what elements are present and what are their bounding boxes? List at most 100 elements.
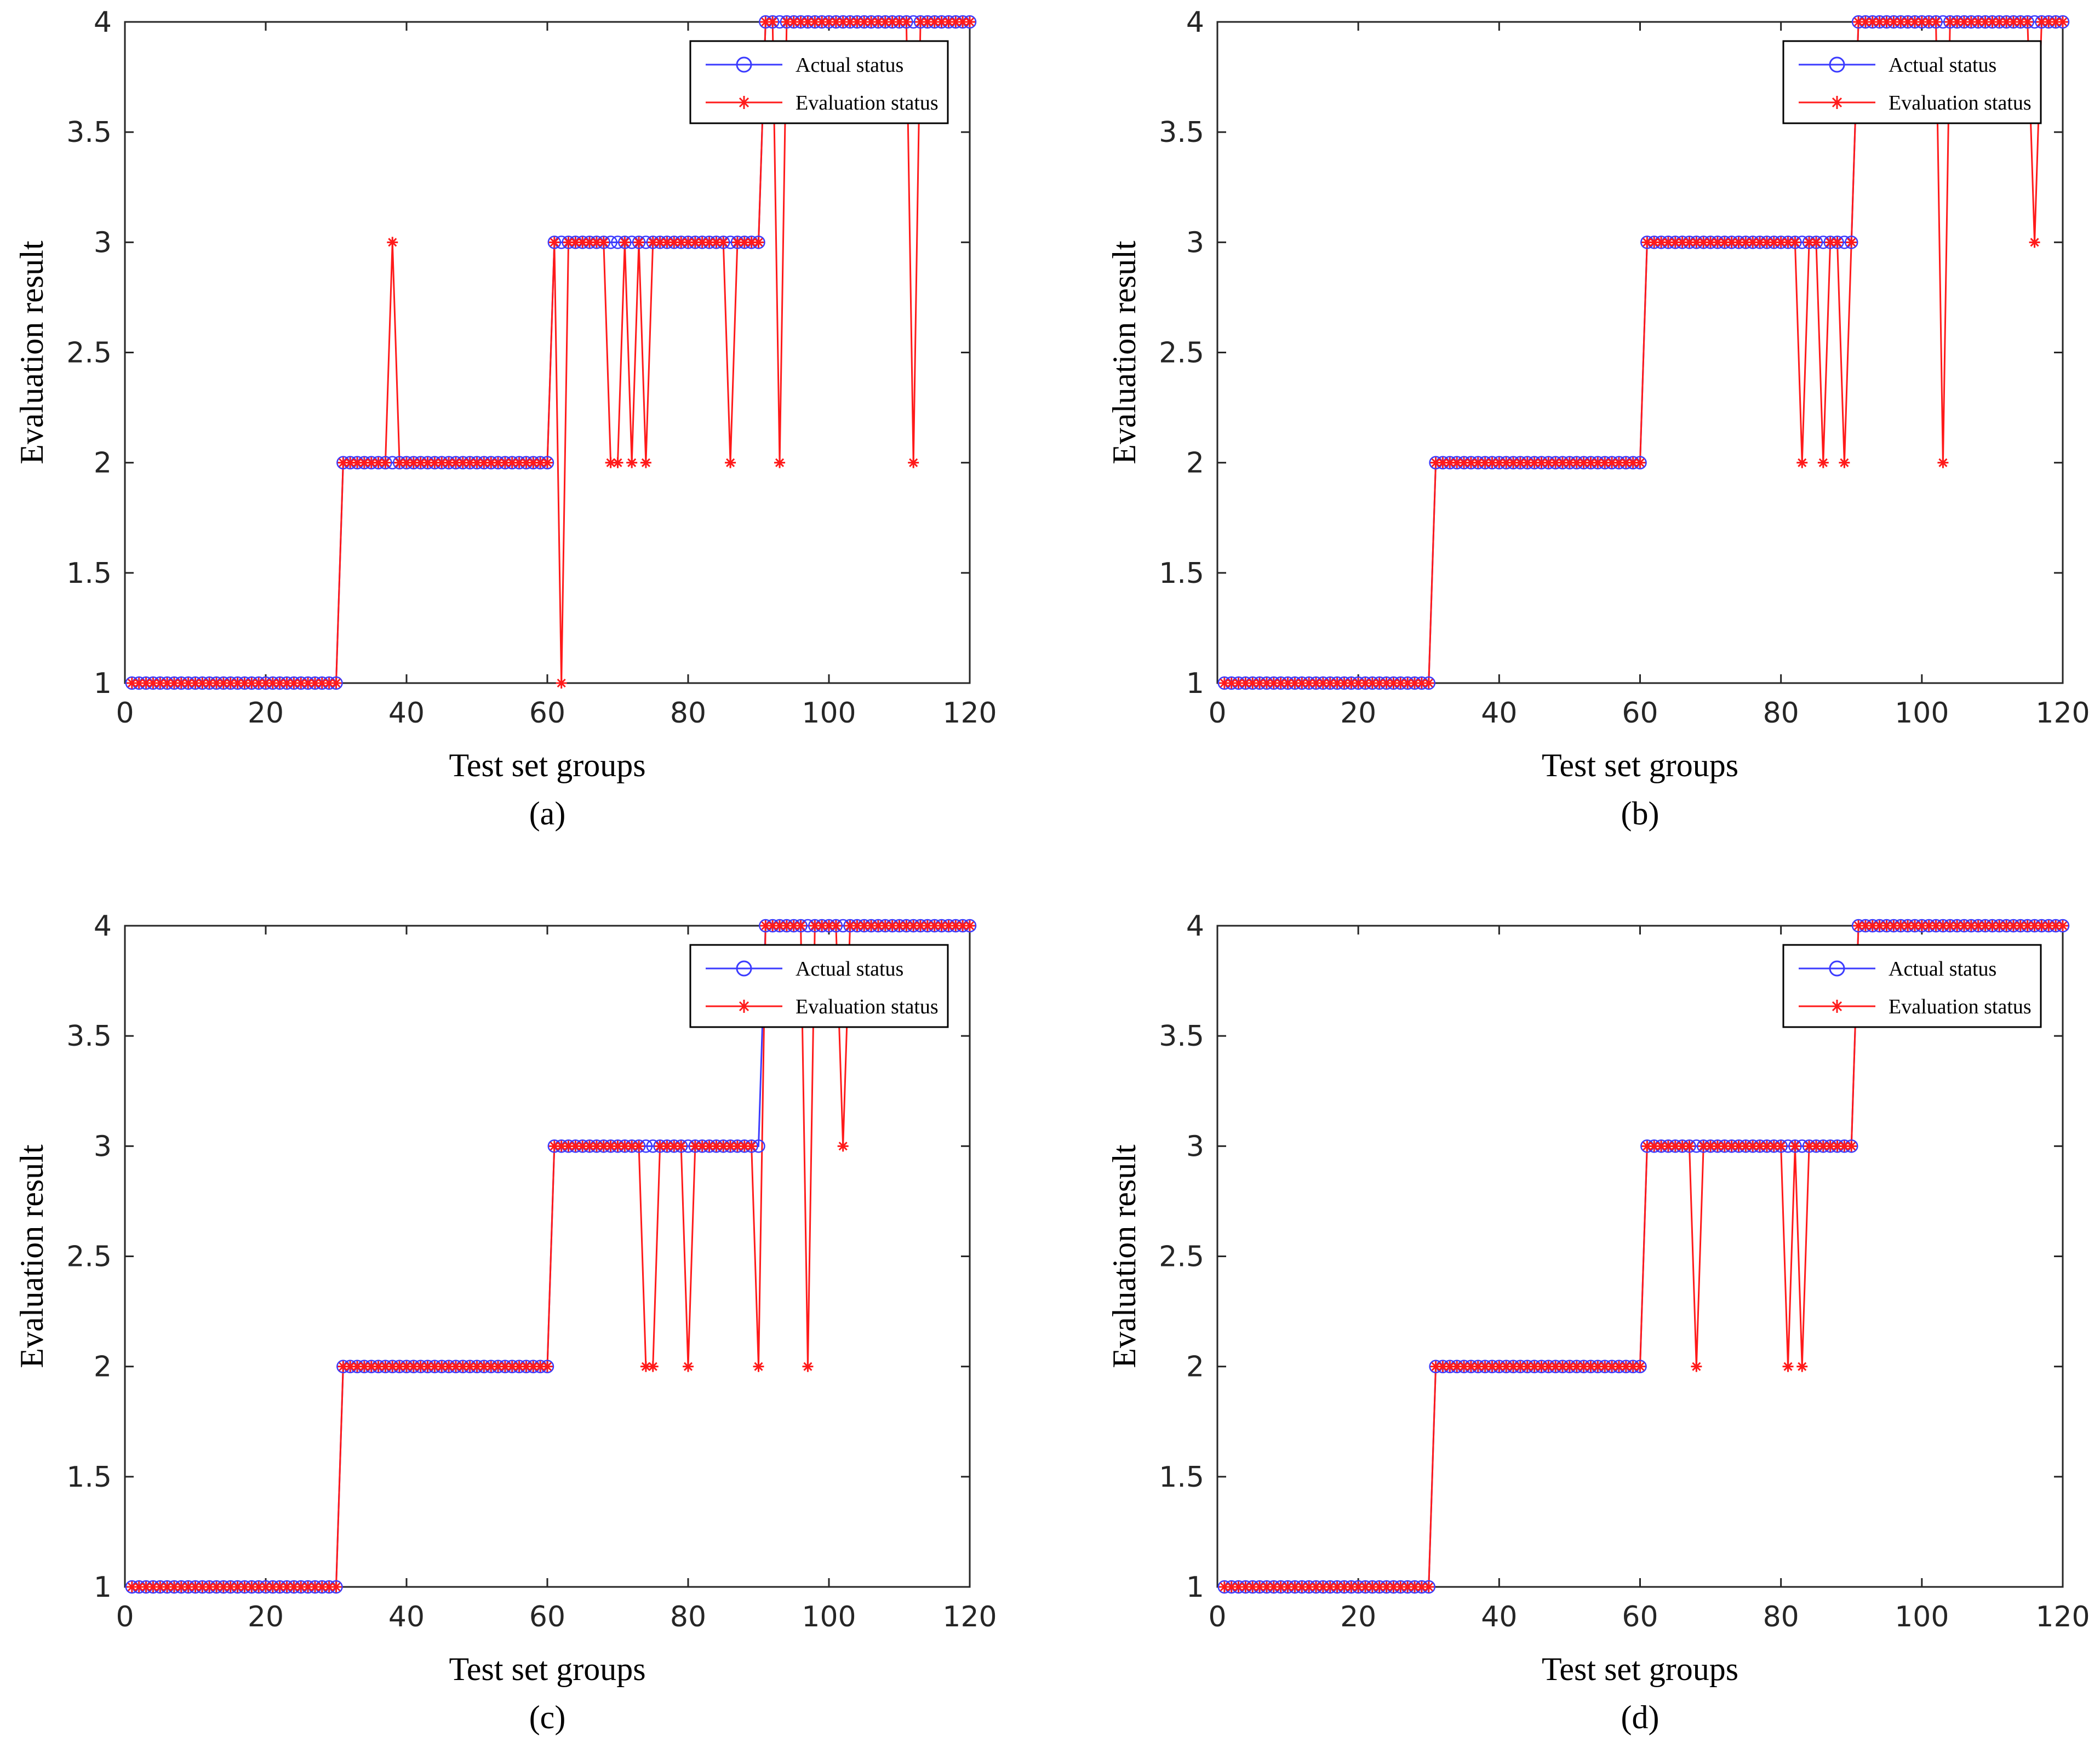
- legend-label-evaluation-status: Evaluation status: [1889, 995, 2032, 1018]
- point-evaluation-status: [1804, 237, 1815, 248]
- x-tick-label: 0: [116, 697, 134, 730]
- point-evaluation-status: [1233, 678, 1244, 689]
- point-evaluation-status: [964, 16, 975, 27]
- point-evaluation-status: [788, 920, 799, 931]
- point-evaluation-status: [429, 457, 440, 468]
- point-evaluation-status: [746, 237, 757, 248]
- point-evaluation-status: [901, 920, 912, 931]
- point-evaluation-status: [1979, 16, 1991, 27]
- point-evaluation-status: [1916, 16, 1927, 27]
- point-evaluation-status: [746, 1140, 757, 1152]
- point-evaluation-status: [1676, 1140, 1688, 1152]
- point-evaluation-status: [598, 237, 609, 248]
- point-evaluation-status: [1592, 1361, 1604, 1372]
- point-evaluation-status: [182, 1581, 194, 1592]
- point-evaluation-status: [197, 1581, 208, 1592]
- chart-panel-c: 0 20 40 60 80 100 120 1 1.5 2 2.5 3 3.5 4 Test set gro…: [14, 910, 997, 1735]
- point-evaluation-status: [1768, 1140, 1779, 1152]
- point-evaluation-status: [1902, 16, 1914, 27]
- point-evaluation-status: [1472, 457, 1484, 468]
- point-evaluation-status: [1402, 678, 1414, 689]
- point-evaluation-status: [894, 920, 905, 931]
- point-evaluation-status: [450, 457, 461, 468]
- point-evaluation-status: [330, 678, 342, 689]
- legend-label-actual-status: Actual status: [1889, 54, 1996, 77]
- point-evaluation-status: [218, 1581, 229, 1592]
- point-evaluation-status: [394, 457, 405, 468]
- point-evaluation-status: [1494, 457, 1505, 468]
- x-tick-label: 0: [1208, 697, 1226, 730]
- point-evaluation-status: [1846, 237, 1857, 248]
- point-evaluation-status: [520, 457, 532, 468]
- y-tick-label: 3.5: [1159, 1020, 1204, 1053]
- point-evaluation-status: [2043, 16, 2055, 27]
- point-evaluation-status: [401, 457, 412, 468]
- point-evaluation-status: [1641, 1140, 1653, 1152]
- point-evaluation-status: [365, 457, 377, 468]
- point-evaluation-status: [950, 16, 962, 27]
- point-evaluation-status: [936, 16, 947, 27]
- point-evaluation-status: [1536, 457, 1547, 468]
- y-tick-label: 1.5: [1159, 557, 1204, 590]
- y-tick-label: 2: [1186, 1351, 1204, 1384]
- point-evaluation-status: [753, 237, 764, 248]
- point-evaluation-status: [1599, 1361, 1611, 1372]
- y-tick-label: 3: [1186, 226, 1204, 259]
- point-evaluation-status: [281, 1581, 293, 1592]
- point-evaluation-status: [1578, 1361, 1589, 1372]
- point-evaluation-status: [542, 1361, 553, 1372]
- legend-box: [689, 40, 949, 124]
- point-evaluation-status: [1641, 237, 1653, 248]
- x-tick-label: 120: [942, 697, 997, 730]
- point-evaluation-status: [309, 678, 321, 689]
- point-evaluation-status: [1311, 678, 1322, 689]
- panel-caption: (a): [529, 795, 566, 832]
- point-evaluation-status: [1796, 457, 1808, 468]
- point-evaluation-status: [1867, 16, 1878, 27]
- panel-caption: (d): [1621, 1699, 1660, 1735]
- point-evaluation-status: [535, 457, 546, 468]
- point-evaluation-status: [661, 1140, 673, 1152]
- point-evaluation-status: [1754, 1140, 1766, 1152]
- point-evaluation-status: [436, 1361, 448, 1372]
- point-evaluation-status: [1676, 237, 1688, 248]
- point-evaluation-status: [1317, 678, 1329, 689]
- x-axis-title: Test set groups: [1542, 1651, 1738, 1687]
- y-tick-label: 1: [94, 1571, 112, 1604]
- point-evaluation-status: [408, 457, 419, 468]
- point-evaluation-status: [373, 1361, 384, 1372]
- point-evaluation-status: [2050, 920, 2062, 931]
- point-evaluation-status: [957, 920, 969, 931]
- point-evaluation-status: [478, 457, 490, 468]
- point-evaluation-status: [1684, 1140, 1695, 1152]
- point-evaluation-status: [2036, 16, 2047, 27]
- legend-marker-actual-status: [736, 960, 752, 977]
- point-evaluation-status: [1789, 1140, 1801, 1152]
- point-evaluation-status: [1937, 457, 1949, 468]
- x-axis-title: Test set groups: [1542, 747, 1738, 783]
- point-evaluation-status: [345, 457, 356, 468]
- point-evaluation-status: [654, 1140, 666, 1152]
- point-evaluation-status: [1930, 920, 1942, 931]
- point-evaluation-status: [1395, 1581, 1406, 1592]
- point-evaluation-status: [422, 1361, 433, 1372]
- point-evaluation-status: [1360, 1581, 1371, 1592]
- legend-box: [1782, 944, 2042, 1028]
- point-evaluation-status: [190, 678, 201, 689]
- point-evaluation-status: [133, 1581, 145, 1592]
- point-evaluation-status: [612, 1140, 623, 1152]
- point-evaluation-status: [647, 237, 659, 248]
- point-evaluation-status: [760, 920, 771, 931]
- point-evaluation-status: [1529, 457, 1540, 468]
- point-evaluation-status: [1740, 237, 1752, 248]
- point-evaluation-status: [802, 1361, 814, 1372]
- point-evaluation-status: [1240, 678, 1251, 689]
- point-evaluation-status: [387, 1361, 398, 1372]
- point-evaluation-status: [528, 457, 539, 468]
- point-evaluation-status: [943, 920, 954, 931]
- point-evaluation-status: [1987, 920, 1998, 931]
- point-evaluation-status: [1317, 1581, 1329, 1592]
- point-evaluation-status: [1958, 920, 1970, 931]
- point-evaluation-status: [2001, 920, 2012, 931]
- point-evaluation-status: [577, 237, 588, 248]
